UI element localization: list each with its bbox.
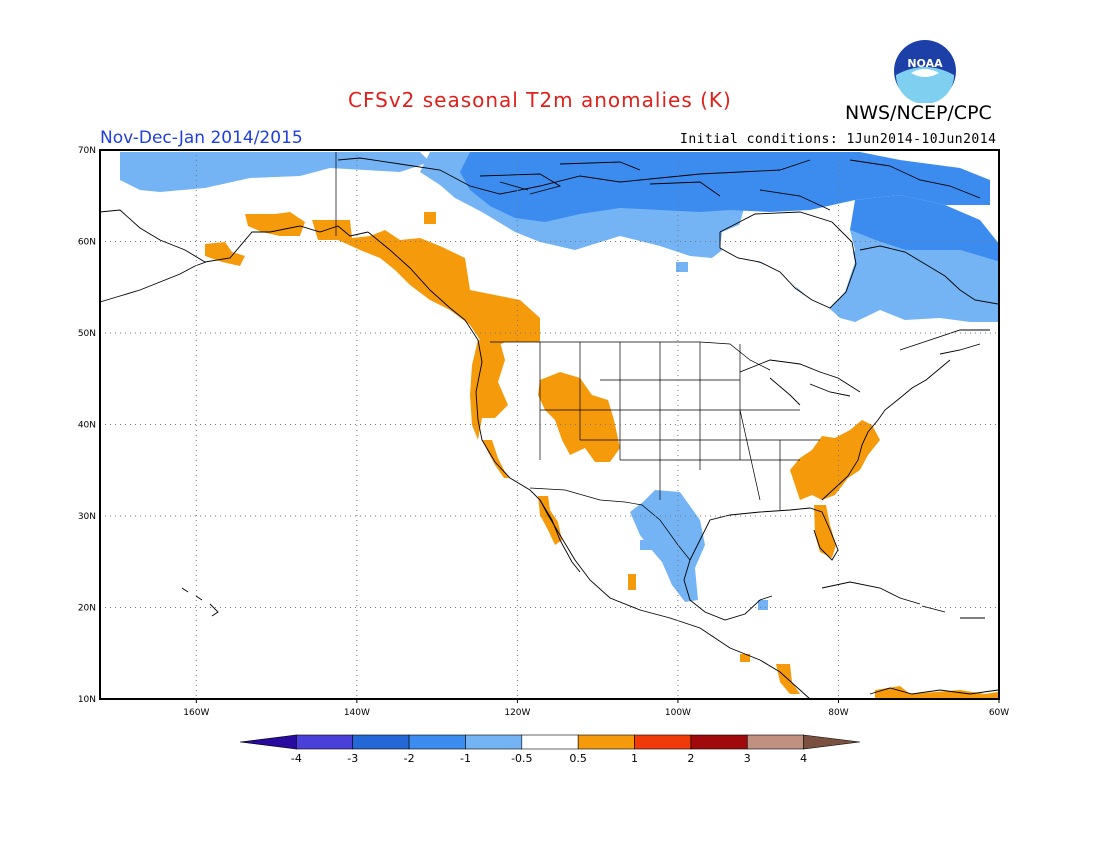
labrador-coast: [859, 245, 999, 305]
us-mexico-border: [529, 487, 691, 561]
colorbar-segment: [690, 734, 748, 750]
mexico-cold-cell: [640, 540, 652, 550]
axis-ticks: 70N 60N 50N 40N 30N 20N 10N 160W 140W 120W 100W 80W…: [78, 146, 1009, 718]
atlantic-canada-coast: [899, 329, 990, 355]
atlantic-us-coast: [821, 359, 951, 501]
coastline-layer: [99, 157, 999, 700]
colorbar-label: -2: [404, 752, 415, 765]
honduras-warm-cell: [740, 654, 750, 662]
anomaly-layer: [120, 152, 1000, 699]
colorbar-segment: [352, 734, 410, 750]
colorbar-label: 0.5: [569, 752, 587, 765]
colorbar-segment: [577, 734, 635, 750]
us-canada-border: [490, 341, 771, 371]
lat-tick-label: 10N: [78, 695, 96, 705]
colorbar-segment: [803, 734, 861, 750]
south-america-warm: [875, 686, 998, 699]
cuba: [821, 581, 921, 605]
south-america-coast: [869, 687, 999, 695]
lat-tick-label: 70N: [78, 146, 96, 156]
quebec-cold: [745, 230, 1000, 322]
agency-label: NWS/NCEP/CPC: [845, 102, 992, 124]
logo-text: NOAA: [907, 57, 943, 70]
aleutians: [99, 261, 207, 303]
colorbar-segment: [521, 734, 579, 750]
map-title: CFSv2 seasonal T2m anomalies (K): [348, 88, 732, 112]
map-frame: [99, 149, 1000, 700]
colorbar-segment: [465, 734, 523, 750]
labrador-cold: [850, 195, 1000, 262]
colorbar: -4 -3 -2 -1 -0.5 0.5 1 2 3 4: [239, 734, 861, 765]
season-label: Nov-Dec-Jan 2014/2015: [100, 128, 303, 148]
initial-conditions-label: Initial conditions: 1Jun2014-10Jun2014: [680, 132, 997, 147]
yukon-warm-cell: [424, 212, 436, 224]
canada-arctic-coast: [337, 157, 811, 195]
colorbar-segment: [634, 734, 692, 750]
colorbar-segment: [296, 734, 354, 750]
lon-tick-label: 100W: [665, 708, 691, 718]
yucatan-cold: [758, 600, 768, 610]
lat-tick-label: 30N: [78, 512, 96, 522]
colorbar-label: -4: [291, 752, 302, 765]
lat-tick-label: 20N: [78, 604, 96, 614]
mexico-gulf-coast: [683, 559, 773, 621]
pacific-coast: [367, 231, 811, 700]
lon-tick-label: 140W: [344, 708, 370, 718]
great-lakes: [739, 359, 861, 406]
us-state-lines: [539, 342, 820, 510]
southeast-us-warm: [790, 420, 880, 500]
baja-coast: [539, 499, 581, 573]
lon-tick-label: 120W: [504, 708, 530, 718]
lat-tick-label: 40N: [78, 421, 96, 431]
alaska-coast: [99, 209, 369, 263]
colorbar-segment: [239, 734, 297, 750]
alaska-south-warm: [245, 212, 305, 236]
colorbar-segment: [408, 734, 466, 750]
hudson-bay-white: [720, 214, 855, 308]
alaska-warm: [205, 242, 245, 266]
colorbar-label: 4: [800, 752, 807, 765]
florida-warm: [814, 505, 836, 558]
california-warm: [482, 440, 510, 478]
hudson-bay-coast: [719, 211, 857, 309]
colorbar-label: -0.5: [511, 752, 532, 765]
arctic-archipelago-cold: [460, 152, 990, 222]
colorbar-label: -3: [347, 752, 358, 765]
alaska-cold-cell: [676, 262, 688, 272]
rockies-warm: [538, 372, 620, 462]
lon-tick-label: 160W: [183, 708, 209, 718]
colorbar-label: 1: [631, 752, 638, 765]
hawaii: [181, 587, 219, 617]
lat-tick-label: 50N: [78, 329, 96, 339]
colorbar-label: 3: [744, 752, 751, 765]
border-layer: [335, 152, 820, 561]
gulf-coast: [689, 507, 839, 561]
arctic-islands: [479, 159, 981, 211]
lon-tick-label: 80W: [828, 708, 848, 718]
lat-tick-label: 60N: [78, 238, 96, 248]
mexico-warm-cell: [628, 574, 636, 590]
northern-canada-cold: [120, 152, 430, 192]
colorbar-segment: [746, 734, 804, 750]
pacific-northwest-warm: [470, 340, 508, 440]
noaa-logo-icon: NOAA: [894, 40, 956, 103]
colorbar-label: 2: [687, 752, 694, 765]
colorbar-label: -1: [460, 752, 471, 765]
lon-tick-label: 60W: [989, 708, 1009, 718]
